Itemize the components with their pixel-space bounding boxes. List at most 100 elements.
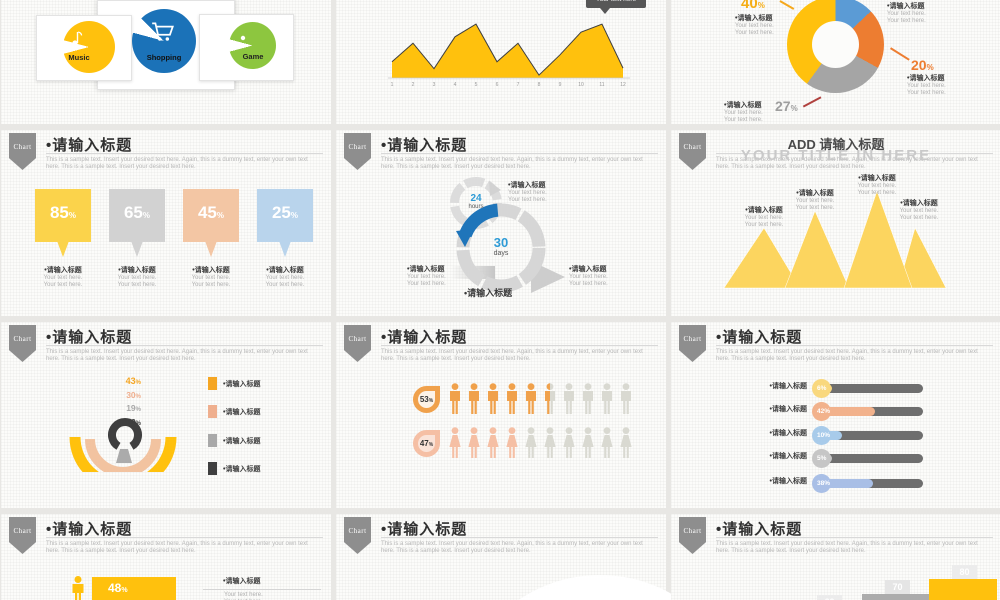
- legend-swatch: [208, 434, 217, 447]
- gauge-values: 43% 30% 19% 9%: [125, 376, 141, 427]
- donut-callout-20: 20%: [911, 57, 934, 73]
- pie-label-game: Game: [242, 52, 264, 61]
- column-label-60: 60: [817, 595, 842, 600]
- cycle-big-value: 30 days: [493, 235, 509, 257]
- label-block: •请输入标题 Your text here. Your text here.: [43, 267, 83, 288]
- progress-circle: [812, 402, 831, 421]
- chart-ribbon: Chart: [9, 133, 36, 170]
- label-block: •请输入标题 Your text here. Your text here.: [857, 175, 897, 196]
- gamepad-icon: [238, 34, 250, 57]
- column-label-80: 80: [952, 565, 977, 579]
- male-icons-row: [448, 383, 638, 415]
- progress-circle: [812, 449, 831, 468]
- legend-swatch: [208, 462, 217, 475]
- row-label: •请输入标题: [769, 406, 807, 413]
- row-label: •请输入标题: [769, 453, 807, 460]
- slide-circle-teaser[interactable]: Chart •请输入标题 This is a sample text. Inse…: [336, 514, 745, 600]
- progress-value: 10%: [817, 431, 831, 439]
- progress-track: [822, 384, 923, 393]
- chart-tooltip: Your text here: [586, 0, 646, 8]
- svg-text:8: 8: [538, 82, 541, 88]
- chart-ribbon: Chart: [679, 517, 706, 554]
- banner-85: 85%: [35, 189, 91, 257]
- sample-text: This is a sample text. Insert your desir…: [46, 541, 308, 554]
- row-label: •请输入标题: [769, 383, 807, 390]
- slide-mountain-chart[interactable]: Chart This is a sample text. Insert your…: [671, 130, 1000, 316]
- female-person-icon: [619, 427, 633, 459]
- music-note-icon: [71, 29, 83, 52]
- title-divider: [716, 537, 993, 538]
- svg-text:10: 10: [578, 82, 584, 88]
- leader-line-27: [802, 96, 822, 108]
- donut-callout-40: 40%: [741, 0, 765, 12]
- slide-column-chart[interactable]: Chart •请输入标题 This is a sample text. Inse…: [671, 514, 1000, 600]
- slide-people-chart[interactable]: Chart •请输入标题 This is a sample text. Inse…: [336, 322, 666, 508]
- label-block: •请输入标题 Your text here. Your text here.: [191, 267, 231, 288]
- slide-progress-bars[interactable]: Chart •请输入标题 This is a sample text. Inse…: [671, 322, 1000, 508]
- title-divider: [46, 153, 323, 154]
- sample-text: This is a sample text. Insert your desir…: [716, 541, 978, 554]
- cycle-rings: [450, 177, 565, 293]
- gauge-pointer: [116, 449, 132, 463]
- pie-label-music: Music: [68, 53, 90, 62]
- svg-text:6: 6: [496, 82, 499, 88]
- label-divider: [203, 589, 321, 590]
- area-x-labels: 1 2 3 4 5 6 7 8 9 10 11 12: [391, 82, 626, 88]
- male-person-icon: [486, 383, 500, 415]
- label-block: •请输入标题 Your text here. Your text here.: [569, 266, 608, 287]
- title-divider: [46, 537, 323, 538]
- sample-text: This is a sample text. Insert your desir…: [716, 157, 978, 170]
- male-person-icon: [448, 383, 462, 415]
- slide-icon-pies[interactable]: Music Shopping Game: [1, 0, 331, 124]
- area-line: [391, 23, 624, 76]
- area-chart: 1 2 3 4 5 6 7 8 9 10 11 12: [388, 23, 630, 88]
- person-icon: [70, 576, 86, 600]
- pie-game: [229, 22, 276, 69]
- slide-title: •请输入标题: [46, 521, 133, 538]
- svg-text:12: 12: [620, 82, 626, 88]
- blue-arrowhead: [456, 229, 474, 247]
- leader-line-20: [890, 47, 910, 61]
- shopping-cart-icon: [150, 21, 176, 48]
- legend-swatch: [208, 405, 217, 418]
- chart-ribbon: Chart: [9, 517, 36, 554]
- label-block: •请输入标题 Your text here. Your text here.: [744, 207, 784, 228]
- male-person-icon: [524, 383, 538, 415]
- legend-label: •请输入标题: [223, 466, 261, 473]
- label-block: •请输入标题 Your text here. Your text here.: [795, 190, 835, 211]
- slide-title: •请输入标题: [46, 137, 133, 154]
- progress-circle: [812, 426, 831, 445]
- female-person-icon: [505, 427, 519, 459]
- female-person-icon: [562, 427, 576, 459]
- progress-value: 42%: [817, 407, 831, 415]
- slide-donut-chart[interactable]: 40% •请输入标题 Your text here. Your text her…: [671, 0, 1000, 124]
- svg-text:9: 9: [559, 82, 562, 88]
- male-person-icon: [600, 383, 614, 415]
- cycle-small-value: 24 hours: [468, 193, 484, 210]
- progress-circle: [812, 379, 831, 398]
- slide-person-stat[interactable]: Chart •请输入标题 This is a sample text. Inse…: [1, 514, 331, 600]
- pie-label-shopping: Shopping: [146, 53, 182, 62]
- progress-circle: [812, 474, 831, 493]
- male-person-icon: [619, 383, 633, 415]
- chart-ribbon: Chart: [344, 325, 371, 362]
- slide-gauge-chart[interactable]: Chart •请输入标题 This is a sample text. Inse…: [1, 322, 331, 508]
- slide-banner-stats[interactable]: Chart •请输入标题 This is a sample text. Inse…: [1, 130, 331, 316]
- progress-fill: [822, 407, 875, 416]
- male-person-icon: [505, 383, 519, 415]
- chart-ribbon: Chart: [679, 325, 706, 362]
- label-block: •请输入标题 Your text here. Your text here.: [265, 267, 305, 288]
- svg-text:7: 7: [517, 82, 520, 88]
- slide-cycle-diagram[interactable]: Chart •请输入标题 This is a sample text. Inse…: [336, 130, 666, 316]
- sample-text: This is a sample text. Insert your desir…: [46, 157, 308, 170]
- column-80: [929, 579, 997, 600]
- label-block: •请输入标题 Your text here. Your text here.: [887, 3, 926, 24]
- title-divider: [381, 537, 658, 538]
- sample-text: This is a sample text. Insert your desir…: [381, 157, 643, 170]
- tooltip-pointer: [600, 8, 610, 19]
- progress-value: 38%: [817, 479, 831, 487]
- banner-65: 65%: [109, 189, 165, 257]
- title-divider: [381, 345, 658, 346]
